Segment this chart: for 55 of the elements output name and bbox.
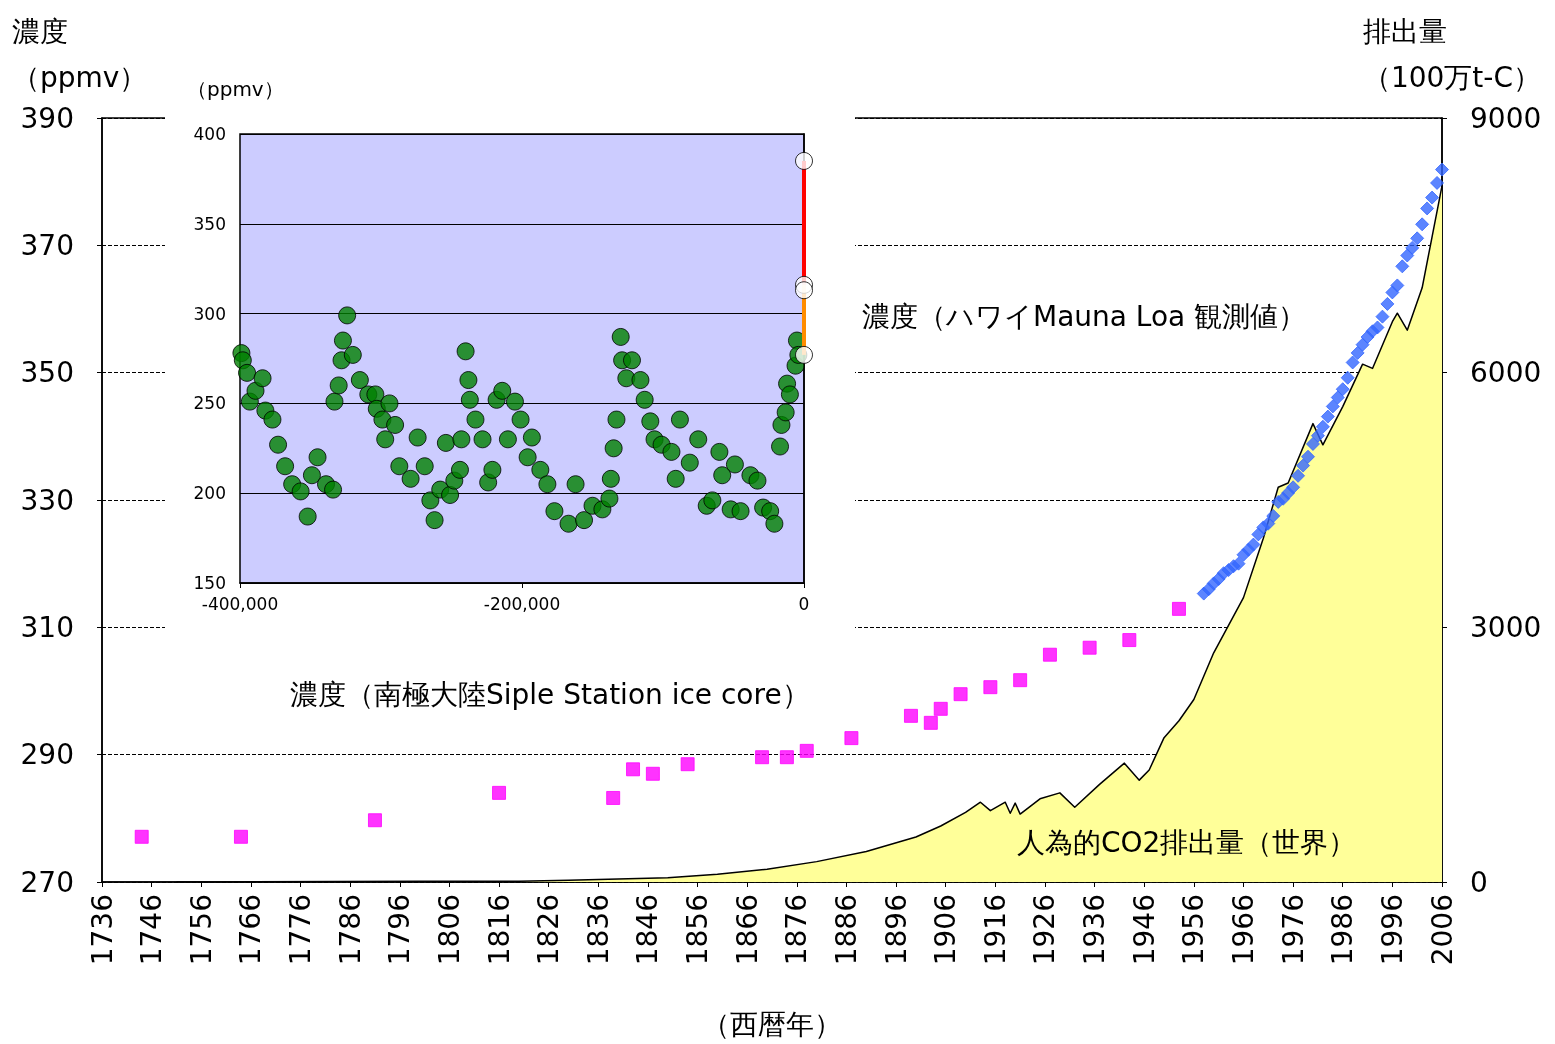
x-tick-label: 1886	[829, 894, 863, 966]
y-tick-label: 290	[20, 738, 74, 772]
x-tick-label: 1756	[184, 894, 218, 966]
series-label: 濃度（ハワイMauna Loa 観測値）	[862, 299, 1307, 333]
x-tick-label: 1796	[383, 894, 417, 966]
x-tick-label: 1826	[532, 894, 566, 966]
y2-tick-label: 3000	[1470, 610, 1542, 644]
y-tick-label: 150	[193, 573, 226, 593]
x-tick-label: 0	[798, 593, 810, 614]
y2-axis-title: 排出量（100万t-C）	[1362, 14, 1541, 94]
x-tick-label: 1906	[929, 894, 963, 966]
y2-tick-label: 9000	[1470, 101, 1542, 135]
y-tick-label: 370	[20, 228, 74, 262]
x-tick-label: 1916	[978, 894, 1012, 966]
x-axis-title: （西暦年）	[702, 1007, 842, 1041]
x-tick-label: 1896	[879, 894, 913, 966]
x-tick-label: 1856	[681, 894, 715, 966]
y2-tick-label: 6000	[1470, 356, 1542, 390]
series-label: 濃度（南極大陸Siple Station ice core）	[290, 677, 810, 711]
y-tick-label: 350	[20, 356, 74, 390]
x-tick-label: 2006	[1425, 894, 1459, 966]
x-tick-label: 1956	[1177, 894, 1211, 966]
x-tick-label: 1996	[1375, 894, 1409, 966]
y2-tick-label: 0	[1470, 865, 1488, 899]
x-tick-label: 1876	[780, 894, 814, 966]
x-tick-label: 1946	[1127, 894, 1161, 966]
y-tick-label: 350	[193, 213, 226, 234]
x-tick-label: 1736	[85, 894, 119, 966]
y-tick-label: 200	[193, 483, 226, 504]
x-tick-label: 1966	[1226, 894, 1260, 966]
x-tick-label: -200,000	[483, 593, 561, 614]
x-tick-label: 1816	[482, 894, 516, 966]
x-tick-label: 1976	[1276, 894, 1310, 966]
x-tick-label: 1926	[1028, 894, 1062, 966]
y-tick-label: 300	[193, 303, 226, 324]
y-tick-label: 270	[20, 865, 74, 899]
x-tick-label: -400,000	[201, 593, 279, 614]
x-tick-label: 1986	[1326, 894, 1360, 966]
x-tick-label: 1776	[284, 894, 318, 966]
x-tick-label: 1936	[1078, 894, 1112, 966]
y-tick-label: 400	[193, 124, 226, 144]
x-tick-label: 1746	[135, 894, 169, 966]
x-tick-label: 1866	[730, 894, 764, 966]
y-axis-title: 濃度（ppmv）	[12, 14, 148, 94]
y-tick-label: 390	[20, 101, 74, 135]
x-tick-label: 1846	[631, 894, 665, 966]
x-tick-label: 1836	[581, 894, 615, 966]
y-tick-label: 330	[20, 483, 74, 517]
y-tick-label: 310	[20, 610, 74, 644]
x-tick-label: 1766	[234, 894, 268, 966]
x-tick-label: 1806	[432, 894, 466, 966]
x-tick-label: 1786	[333, 894, 367, 966]
series-label: 人為的CO2排出量（世界）	[1017, 825, 1357, 859]
y-axis-title: （ppmv）	[187, 77, 284, 101]
y-tick-label: 250	[193, 393, 226, 414]
